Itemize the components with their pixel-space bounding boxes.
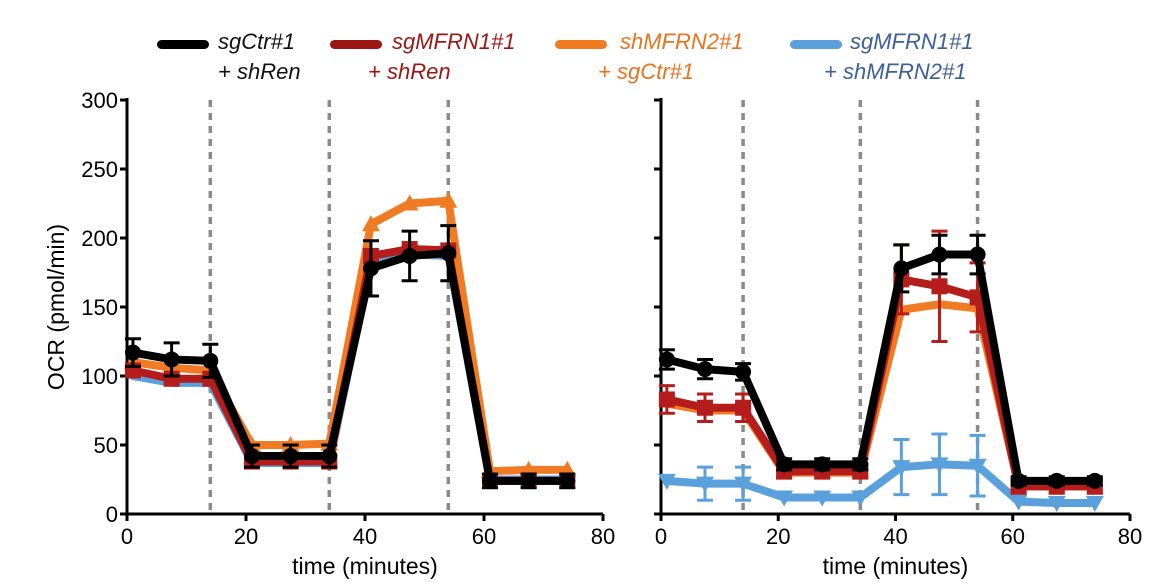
y-tick-label: 150 <box>81 295 118 320</box>
data-point <box>439 191 458 208</box>
legend-label-line1: sgCtr#1 <box>218 29 296 54</box>
legend-swatch <box>157 40 209 49</box>
x-tick-label: 20 <box>766 524 790 549</box>
series-line <box>662 250 1099 485</box>
data-point <box>163 351 180 368</box>
y-tick-label: 0 <box>106 502 118 527</box>
series-line <box>662 300 1099 491</box>
data-point <box>401 247 418 264</box>
x-axis-label: time (minutes) <box>823 553 969 579</box>
data-point <box>1086 472 1103 489</box>
data-point <box>931 246 948 263</box>
legend-label-line1: sgMFRN1#1 <box>392 29 516 54</box>
series-2 <box>662 300 1099 491</box>
data-point <box>892 460 911 477</box>
data-point <box>481 472 498 489</box>
data-point <box>658 351 675 368</box>
data-point <box>520 472 537 489</box>
series-2 <box>123 191 577 479</box>
legend: sgCtr#1 + shRen sgMFRN1#1 + shRen shMFRN2#1 +… <box>0 0 1154 90</box>
x-tick-label: 40 <box>883 524 907 549</box>
data-point <box>440 245 457 262</box>
legend-swatch <box>330 40 382 49</box>
y-tick-label: 100 <box>81 364 118 389</box>
data-point <box>968 458 987 475</box>
data-point <box>696 399 713 416</box>
legend-swatch <box>555 40 607 49</box>
series-line <box>662 460 1099 507</box>
data-point <box>851 490 870 507</box>
x-tick-label: 80 <box>1118 524 1142 549</box>
data-point <box>735 399 752 416</box>
chart-panel-2: 0 20 40 60 80 time (minutes) <box>654 98 1142 579</box>
data-point <box>559 472 576 489</box>
data-point <box>1048 472 1065 489</box>
x-tick-label: 20 <box>234 524 258 549</box>
data-point <box>658 391 675 408</box>
data-point <box>930 457 949 474</box>
y-axis-label: OCR (pmol/min) <box>43 224 69 390</box>
x-tick-label: 0 <box>655 524 667 549</box>
x-tick-label: 0 <box>121 524 133 549</box>
x-tick-label: 60 <box>472 524 496 549</box>
x-tick-label: 40 <box>353 524 377 549</box>
data-point <box>1010 472 1027 489</box>
data-point <box>735 363 752 380</box>
data-point <box>321 448 338 465</box>
legend-label-line1: sgMFRN1#1 <box>850 29 974 54</box>
data-point <box>734 476 753 493</box>
data-point <box>1085 495 1104 512</box>
data-point <box>400 194 419 211</box>
chart-panel-1: 0 50 100 150 200 250 300 0 20 40 60 80 time (minutes… <box>43 88 615 579</box>
data-point <box>202 352 219 369</box>
legend-label-line2: + shMFRN2#1 <box>824 59 967 84</box>
data-point <box>969 246 986 263</box>
y-tick-label: 250 <box>81 157 118 182</box>
legend-label-line2: + shRen <box>218 59 301 84</box>
data-point <box>893 260 910 277</box>
data-point <box>361 215 380 232</box>
data-point <box>931 278 948 295</box>
x-axis-label: time (minutes) <box>292 553 438 579</box>
legend-label-line2: + sgCtr#1 <box>598 59 694 84</box>
series-line <box>128 196 572 476</box>
data-point <box>776 456 793 473</box>
data-point <box>696 361 713 378</box>
data-point <box>852 456 869 473</box>
x-tick-label: 80 <box>591 524 615 549</box>
series-1 <box>657 432 1104 512</box>
data-point <box>814 456 831 473</box>
y-tick-label: 200 <box>81 226 118 251</box>
data-point <box>657 473 676 490</box>
data-point <box>695 476 714 493</box>
series-4 <box>124 224 576 490</box>
data-point <box>243 448 260 465</box>
data-point <box>1047 495 1066 512</box>
y-tick-label: 50 <box>94 433 118 458</box>
data-point <box>1009 494 1028 511</box>
data-point <box>362 260 379 277</box>
y-tick-label: 300 <box>81 88 118 113</box>
legend-label-line2: + shRen <box>368 59 451 84</box>
x-tick-label: 60 <box>1001 524 1025 549</box>
data-point <box>813 490 832 507</box>
data-point <box>775 490 794 507</box>
data-point <box>282 448 299 465</box>
legend-swatch <box>790 40 842 49</box>
legend-label-line1: shMFRN2#1 <box>620 29 744 54</box>
data-point <box>124 344 141 361</box>
series-4 <box>658 233 1103 489</box>
